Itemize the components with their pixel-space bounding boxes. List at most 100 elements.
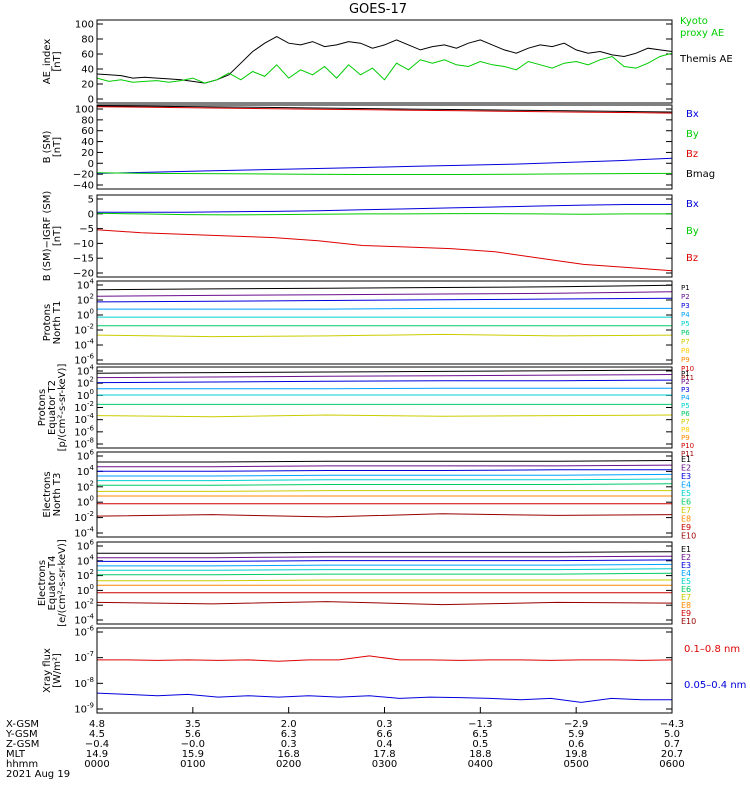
legend-entry: P2 <box>681 378 690 386</box>
series-line-bigrf-1 <box>96 212 672 216</box>
x-tick-label: 0200 <box>276 759 301 770</box>
y-axis-label: [e/(cm²-s-sr-keV)] <box>57 539 68 627</box>
x-axis-row-label: Z-GSM <box>6 739 39 750</box>
x-tick-label: 15.9 <box>182 749 204 760</box>
y-tick-label: 20 <box>81 148 94 159</box>
y-tick-label: 104 <box>77 553 95 567</box>
series-line-prot_t1-1 <box>96 291 673 297</box>
y-axis-label: Electrons <box>42 471 53 517</box>
y-tick-label: 104 <box>77 278 95 292</box>
series-line-prot_t2-2 <box>96 379 673 384</box>
legend-entry: E8 <box>681 601 691 610</box>
legend-entry: P5 <box>681 320 690 328</box>
legend-entry: E10 <box>681 617 696 626</box>
y-tick-label: 10-2 <box>74 598 94 612</box>
legend-entry: P3 <box>681 386 690 394</box>
date-label: 2021 Aug 19 <box>6 769 70 780</box>
series-line-elec_t4-4 <box>97 568 673 571</box>
legend-entry: E1 <box>681 545 691 554</box>
x-tick-label: −4.3 <box>660 719 684 730</box>
series-line-bigrf-2 <box>96 229 673 272</box>
series-line-bsm-0 <box>96 105 673 113</box>
panel-frame <box>96 627 673 714</box>
y-axis-label: Electrons <box>37 560 48 606</box>
series-line-prot_t2-3 <box>97 387 672 390</box>
y-axis-label: [nT] <box>52 137 63 157</box>
series-line-prot_t1-3 <box>97 307 672 310</box>
legend-entry: P11 <box>681 374 694 382</box>
y-tick-label: 40 <box>81 65 94 76</box>
legend-entry: Themis AE <box>679 54 733 65</box>
legend-entry: E9 <box>681 609 691 618</box>
x-tick-label: −0.0 <box>181 739 205 750</box>
series-line-prot_t1-6 <box>96 333 673 338</box>
legend-entry: E6 <box>681 585 691 594</box>
x-tick-label: 16.8 <box>278 749 300 760</box>
panel-bigrf: 5 0 −5 −10 −15 −20 B (SM)−IGRF (SM) [nT] Bx By Bz <box>42 191 699 282</box>
legend-entry: E2 <box>681 553 691 562</box>
x-tick-label: 5.9 <box>568 729 584 740</box>
y-tick-label: 102 <box>77 568 94 582</box>
y-axis-label: B (SM)−IGRF (SM) <box>42 191 53 282</box>
y-tick-label: 106 <box>77 539 95 553</box>
legend-entry: P5 <box>681 402 690 410</box>
y-tick-label: 100 <box>77 583 94 597</box>
legend-entry: E3 <box>681 561 691 570</box>
series-line-prot_t2-1 <box>96 374 673 379</box>
legend-entry: E7 <box>681 506 691 515</box>
legend-entry: P2 <box>681 293 690 301</box>
chart-title: GOES-17 <box>349 2 407 17</box>
legend-entry: E7 <box>681 593 691 602</box>
y-tick-label: 60 <box>81 50 94 61</box>
y-tick-label: 100 <box>75 105 94 116</box>
x-tick-label: 0.3 <box>377 719 393 730</box>
series-line-elec_t3-6 <box>97 490 672 492</box>
x-tick-label: 6.6 <box>377 729 393 740</box>
x-tick-label: 4.5 <box>89 729 105 740</box>
y-tick-label: 10-9 <box>74 702 94 716</box>
y-axis-label: Equator T4 <box>47 556 58 611</box>
y-axis-label: North T1 <box>52 301 63 345</box>
x-tick-label: 0000 <box>84 759 109 770</box>
x-tick-label: 0100 <box>180 759 205 770</box>
y-tick-label: 100 <box>77 495 94 509</box>
x-axis-row-label: MLT <box>6 749 26 760</box>
x-tick-label: −0.4 <box>85 739 109 750</box>
y-tick-label: 40 <box>81 137 94 148</box>
legend-entry: E9 <box>681 523 691 532</box>
series-line-prot_t1-2 <box>96 297 673 303</box>
legend-entry: E1 <box>681 455 691 464</box>
legend-entry: P8 <box>681 426 690 434</box>
panel-frame <box>96 541 673 625</box>
series-line-elec_t3-3 <box>97 473 673 477</box>
x-tick-label: 18.8 <box>469 749 491 760</box>
y-tick-label: −40 <box>73 181 94 192</box>
y-tick-label: 102 <box>77 293 94 307</box>
legend-entry: E6 <box>681 498 691 507</box>
panel-frame <box>96 366 673 449</box>
y-axis-label: [p/(cm²-s-sr-keV)] <box>57 364 68 452</box>
y-tick-label: 10-4 <box>74 526 94 540</box>
x-axis-row-label: X-GSM <box>6 719 39 730</box>
series-line-xray-1 <box>96 692 672 703</box>
legend-entry: By <box>686 129 699 140</box>
series-line-elec_t4-0 <box>97 551 673 554</box>
series-line-ae-1 <box>96 52 673 84</box>
legend-entry: E10 <box>681 532 696 541</box>
y-tick-label: 5 <box>88 195 94 206</box>
y-tick-label: 10-7 <box>74 650 94 664</box>
series-line-bsm-1 <box>96 106 673 114</box>
y-tick-label: −20 <box>73 269 94 280</box>
legend-entry: P9 <box>681 434 690 442</box>
series-line-elec_t3-5 <box>97 483 673 486</box>
y-axis-label: [nT] <box>52 51 63 71</box>
x-tick-label: 2.0 <box>281 719 297 730</box>
x-tick-label: 3.5 <box>185 719 201 730</box>
legend-entry: Bmag <box>686 169 715 180</box>
